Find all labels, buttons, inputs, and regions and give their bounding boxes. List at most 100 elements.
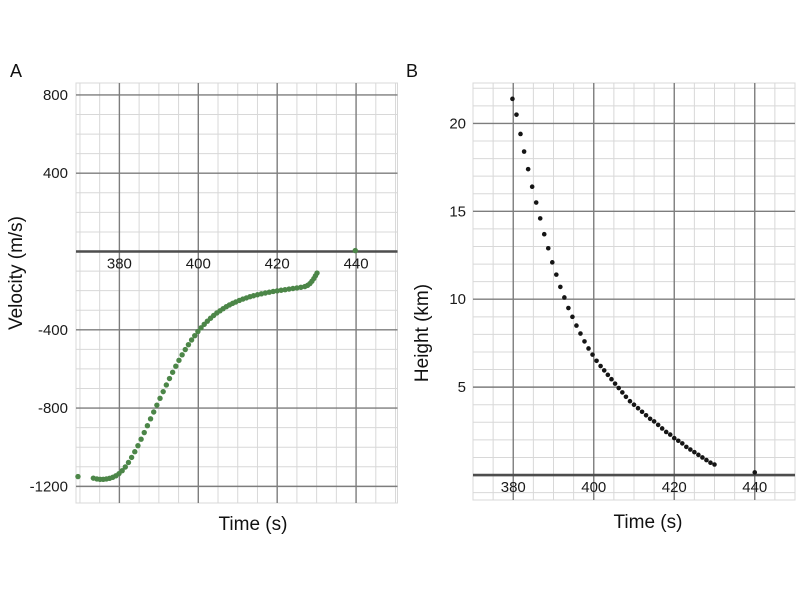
data-point <box>151 409 157 415</box>
data-point <box>537 216 543 221</box>
data-point <box>590 352 595 357</box>
panel-letter: A <box>10 61 22 81</box>
panel-letter: B <box>406 61 418 81</box>
scatter-series <box>510 96 758 475</box>
x-tick-label: 420 <box>662 479 687 496</box>
data-point <box>671 435 677 441</box>
y-tick-label: 5 <box>458 379 466 396</box>
data-point <box>558 284 563 290</box>
y-tick-label: -1200 <box>30 478 68 495</box>
x-axis-title: Time (s) <box>614 512 683 533</box>
y-tick-label: 10 <box>449 291 466 308</box>
data-point <box>282 286 288 293</box>
data-point <box>601 368 607 373</box>
x-tick-label: 420 <box>265 256 290 273</box>
data-point <box>521 149 527 154</box>
x-tick-label: 380 <box>107 256 132 273</box>
data-point <box>188 337 195 343</box>
data-point <box>286 286 292 292</box>
data-point <box>623 394 629 400</box>
data-point <box>173 363 179 369</box>
data-point <box>578 331 583 336</box>
x-tick-label: 380 <box>501 479 526 496</box>
y-tick-label: 800 <box>43 87 68 104</box>
x-tick-label: 440 <box>344 256 369 273</box>
data-point <box>752 470 758 475</box>
data-point <box>169 369 176 375</box>
data-point <box>704 457 709 463</box>
data-point <box>598 363 603 369</box>
data-point <box>128 454 135 461</box>
data-point <box>147 416 154 422</box>
y-tick-label: 400 <box>43 165 68 182</box>
data-point <box>514 112 519 117</box>
data-point <box>154 402 160 408</box>
data-point <box>631 402 637 408</box>
data-point <box>616 385 622 391</box>
data-point <box>684 444 689 450</box>
data-point <box>122 464 129 470</box>
data-point <box>545 245 551 251</box>
y-axis-title: Velocity (m/s) <box>6 216 27 330</box>
y-tick-label: -800 <box>38 400 68 417</box>
data-point <box>185 341 192 348</box>
data-point <box>294 285 300 291</box>
data-point <box>132 449 138 455</box>
x-tick-label: 440 <box>742 479 767 496</box>
data-point <box>554 272 559 277</box>
data-point <box>627 398 633 404</box>
data-point <box>594 358 599 364</box>
data-point <box>609 376 614 382</box>
y-axis-title: Height (km) <box>412 284 433 382</box>
data-point <box>566 305 571 311</box>
data-point <box>639 409 645 415</box>
data-point <box>700 455 705 460</box>
data-point <box>562 295 567 300</box>
data-point <box>182 346 188 353</box>
data-point <box>278 287 284 293</box>
data-point <box>198 325 204 331</box>
data-point <box>144 422 151 429</box>
data-point <box>163 382 170 388</box>
data-point <box>270 288 276 295</box>
data-point <box>586 346 591 351</box>
data-point <box>570 314 575 320</box>
data-point <box>518 131 523 137</box>
data-point <box>667 432 673 437</box>
data-point <box>605 372 611 378</box>
data-point <box>643 412 649 418</box>
data-point <box>651 419 657 424</box>
data-point <box>708 460 713 466</box>
x-tick-label: 400 <box>186 256 211 273</box>
x-axis-title: Time (s) <box>219 514 288 535</box>
data-point <box>166 375 173 382</box>
data-point <box>680 441 685 446</box>
data-point <box>688 447 693 452</box>
data-point <box>125 459 132 466</box>
data-point <box>192 332 198 339</box>
data-point <box>635 405 641 411</box>
data-point <box>712 462 717 467</box>
data-point <box>692 449 697 455</box>
data-point <box>582 339 587 344</box>
data-point <box>274 288 280 294</box>
data-point <box>75 473 81 480</box>
data-point <box>179 352 185 358</box>
scatter-series <box>75 247 358 483</box>
data-point <box>620 390 625 395</box>
data-point <box>352 247 358 254</box>
data-point <box>675 438 681 444</box>
plot-frame <box>75 82 398 504</box>
data-point <box>135 442 141 449</box>
data-point <box>510 96 515 102</box>
data-point <box>612 381 618 386</box>
data-point <box>696 452 701 458</box>
panel-b: 380 400 420 440 20 15 10 5 Time (s) Height (km) B <box>406 61 796 533</box>
y-tick-label: 15 <box>449 203 466 220</box>
data-point <box>119 468 125 474</box>
data-point <box>195 328 201 335</box>
data-point <box>314 270 320 276</box>
data-point <box>290 285 296 292</box>
